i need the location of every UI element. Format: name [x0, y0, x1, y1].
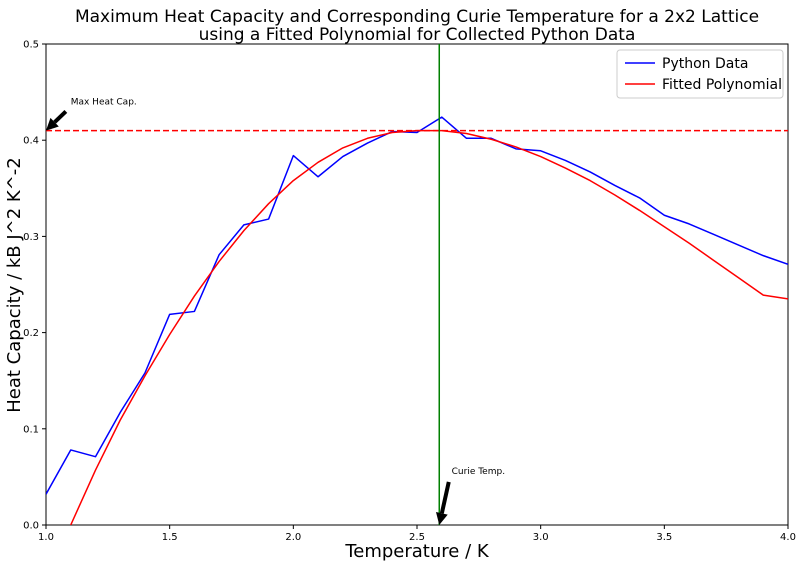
y-tick-label: 0.5	[23, 40, 39, 51]
max-heat-cap-annotation-arrow-head	[46, 117, 59, 131]
y-tick-label: 0.3	[23, 232, 39, 243]
x-tick-label: 2.0	[285, 532, 301, 543]
legend-label-python-data: Python Data	[662, 56, 748, 72]
x-tick-label: 4.0	[780, 532, 796, 543]
max-heat-cap-annotation-text: Max Heat Cap.	[71, 98, 137, 108]
curie-temp-annotation-text: Curie Temp.	[452, 467, 505, 477]
axes-frame	[45, 43, 789, 526]
x-tick-label: 3.0	[533, 532, 549, 543]
y-tick-label: 0.2	[23, 328, 39, 339]
legend-frame	[616, 49, 784, 99]
legend: Python Data Fitted Polynomial	[616, 49, 784, 99]
x-axis-label: Temperature / K	[344, 541, 490, 562]
curie-temp-annotation-arrow-shaft	[439, 481, 451, 514]
plot-area: 1.0 1.5 2.0 2.5 3.0 3.5 4.0 0.0 0.1 0.2 0.3 0.4 0.5 M…	[23, 40, 796, 544]
y-tick-label: 0.1	[23, 424, 39, 435]
x-tick-label: 3.5	[656, 532, 672, 543]
x-tick-label: 1.5	[162, 532, 178, 543]
y-tick-label: 0.4	[23, 136, 39, 147]
x-tick-label: 1.0	[38, 532, 54, 543]
chart-title-line1: Maximum Heat Capacity and Corresponding …	[75, 7, 759, 27]
series-line-fitted-polynomial	[70, 129, 788, 525]
series-line-python-data	[46, 116, 788, 495]
plot-series-group	[46, 44, 788, 525]
max-heat-cap-annotation-arrow-shaft	[53, 109, 68, 124]
chart-title-line2: using a Fitted Polynomial for Collected …	[199, 25, 636, 45]
curie-temp-annotation-arrow-head	[435, 511, 448, 525]
y-axis-label: Heat Capacity / kB J^2 K^-2	[4, 157, 25, 412]
y-tick-label: 0.0	[23, 521, 39, 532]
x-tick-label: 2.5	[409, 532, 425, 543]
legend-label-fitted-polynomial: Fitted Polynomial	[662, 77, 782, 93]
